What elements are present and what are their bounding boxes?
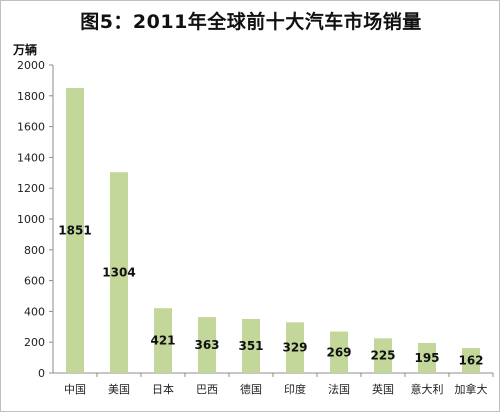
data-label: 363 — [194, 338, 219, 352]
bar — [242, 318, 260, 373]
x-tick-label: 印度 — [284, 382, 306, 396]
y-tick-label: 200 — [24, 336, 45, 349]
data-label: 162 — [458, 354, 483, 368]
y-axis-unit-label: 万辆 — [13, 43, 38, 57]
data-label: 421 — [150, 334, 175, 348]
bar — [154, 308, 172, 373]
y-tick-label: 800 — [24, 244, 45, 257]
x-tick-label: 英国 — [372, 382, 394, 396]
chart-title: 图5：2011年全球前十大汽车市场销量 — [80, 11, 422, 33]
bar — [110, 172, 128, 373]
y-tick-label: 2000 — [17, 59, 45, 72]
bar — [374, 338, 392, 373]
bar — [198, 317, 216, 373]
x-tick-label: 日本 — [152, 382, 174, 396]
y-tick-label: 1800 — [17, 90, 45, 103]
y-tick-label: 1200 — [17, 182, 45, 195]
bar — [286, 322, 304, 373]
y-tick-label: 1000 — [17, 213, 45, 226]
data-label: 351 — [238, 339, 263, 353]
bar — [418, 342, 436, 373]
x-tick-label: 法国 — [328, 382, 350, 396]
x-tick-label: 中国 — [64, 383, 86, 396]
y-tick-label: 1400 — [17, 151, 45, 164]
y-tick-label: 600 — [24, 275, 45, 288]
data-label: 225 — [370, 349, 395, 363]
data-label: 329 — [282, 341, 307, 355]
data-label: 1304 — [102, 266, 135, 280]
bar — [330, 331, 348, 373]
data-label: 269 — [326, 345, 351, 359]
x-tick-label: 加拿大 — [455, 382, 488, 396]
y-tick-label: 1600 — [17, 121, 45, 134]
x-tick-label: 美国 — [108, 383, 130, 396]
bar — [66, 87, 84, 374]
y-tick-label: 0 — [38, 367, 45, 380]
x-tick-label: 德国 — [240, 382, 262, 396]
y-tick-label: 400 — [24, 305, 45, 318]
x-tick-label: 意大利 — [411, 382, 444, 396]
x-tick-label: 巴西 — [196, 383, 218, 396]
data-label: 1851 — [58, 223, 91, 237]
bar — [462, 348, 480, 373]
data-label: 195 — [414, 351, 439, 365]
